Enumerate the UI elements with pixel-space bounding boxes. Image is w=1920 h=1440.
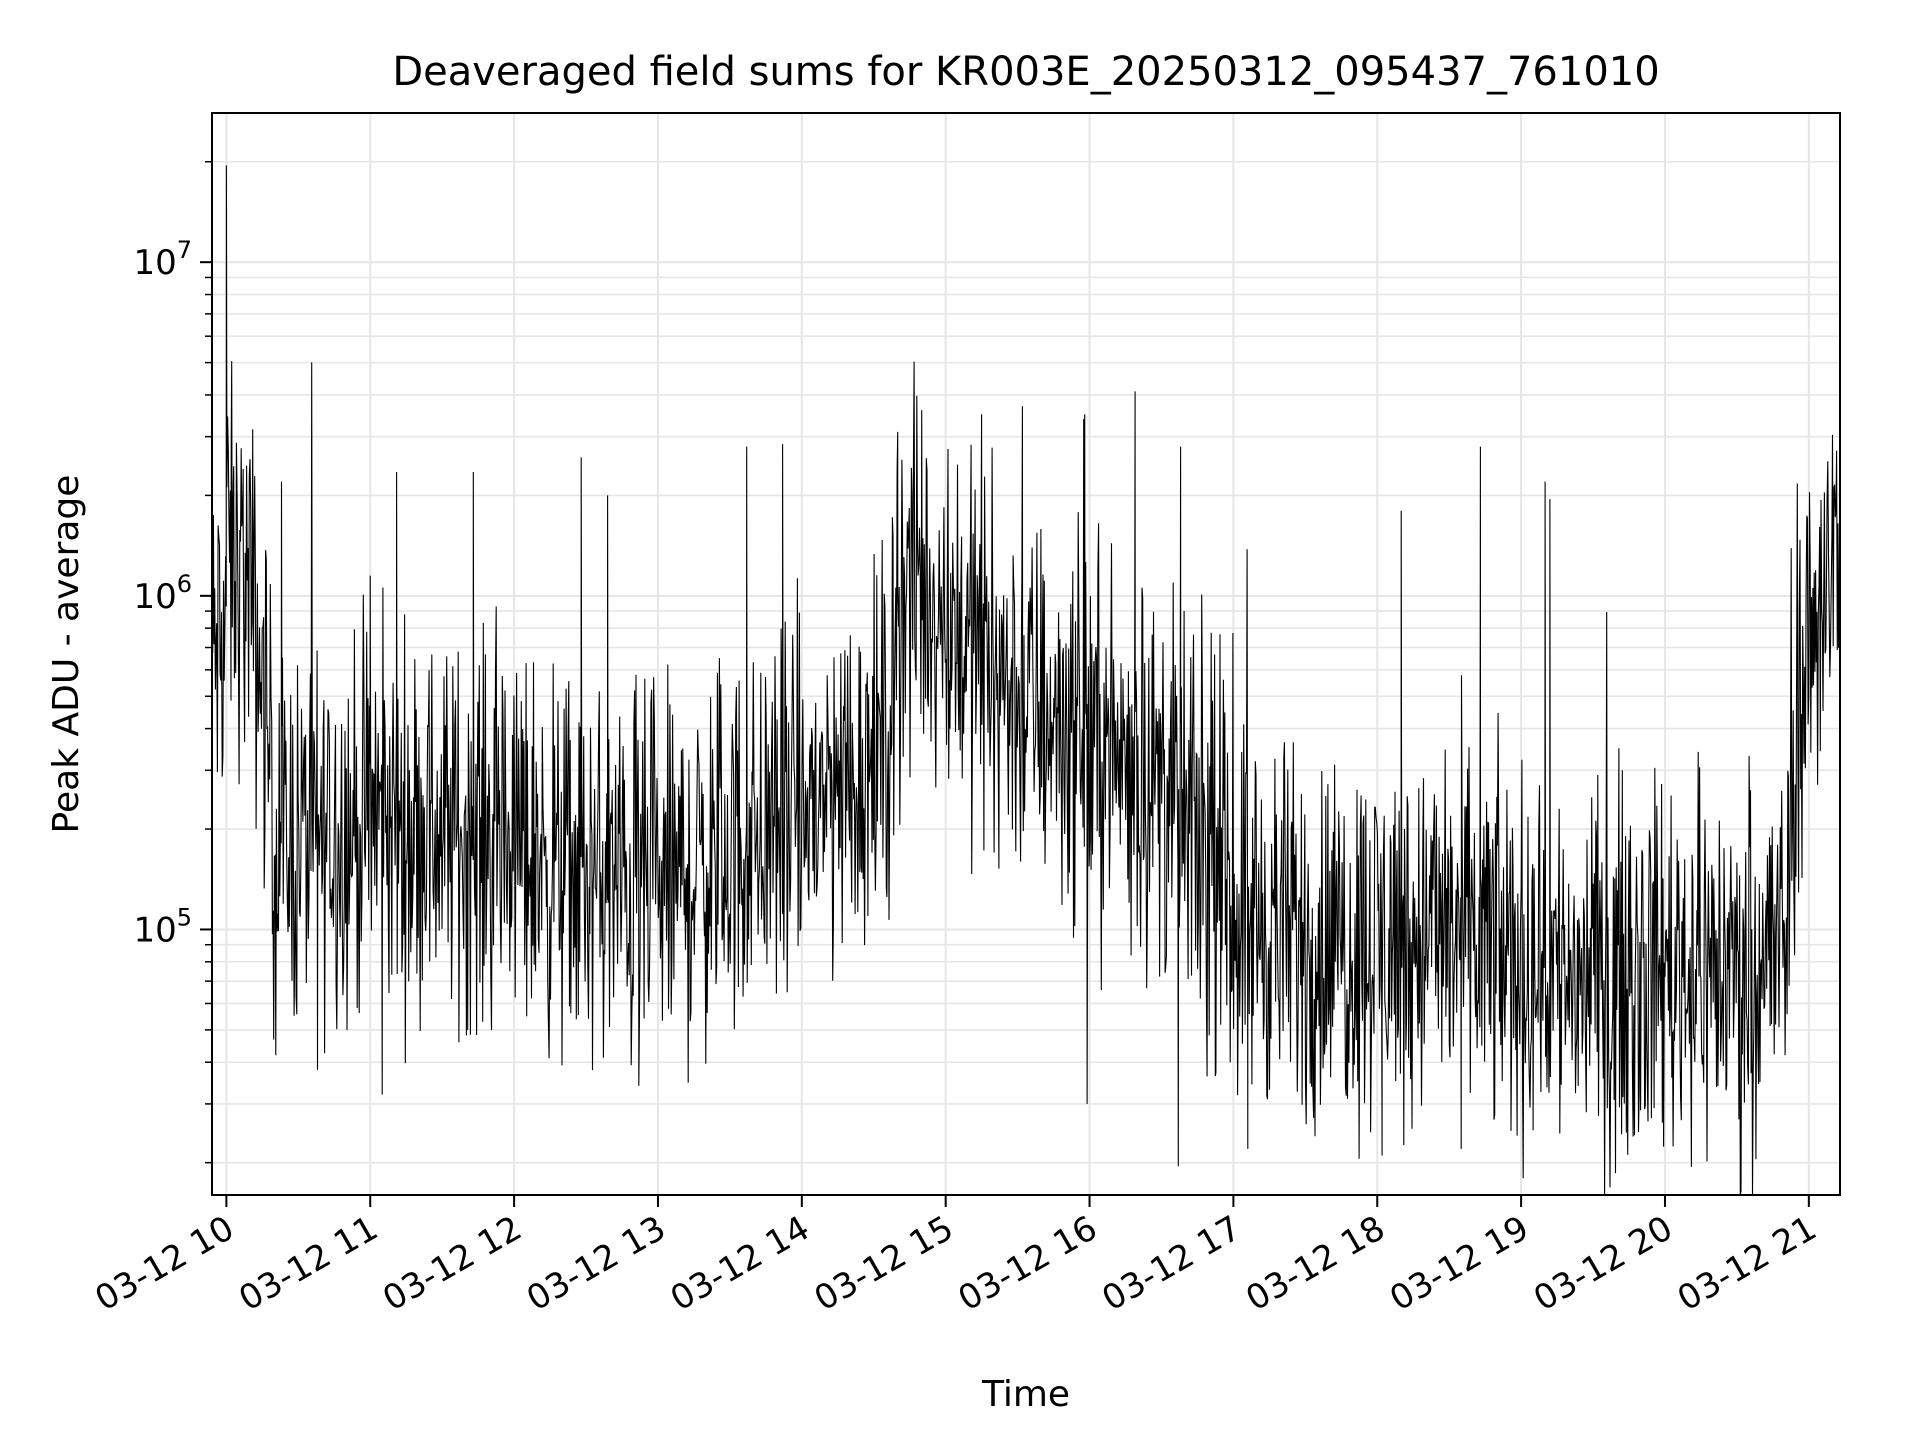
y-tick-label: 106	[133, 570, 192, 617]
y-tick-base: 10	[133, 910, 176, 950]
y-tick-exponent: 5	[177, 903, 192, 931]
y-tick-label: 105	[133, 903, 192, 950]
chart-title: Deaveraged field sums for KR003E_2025031…	[392, 49, 1659, 95]
y-tick-exponent: 6	[177, 570, 192, 598]
plot-frame	[211, 112, 1841, 1196]
y-tick-base: 10	[133, 577, 176, 617]
x-axis-label: Time	[981, 1374, 1070, 1415]
series-line	[212, 165, 1840, 1195]
y-tick-exponent: 7	[177, 236, 192, 264]
y-axis-label: Peak ADU - average	[46, 475, 87, 834]
series-layer	[212, 165, 1840, 1195]
y-tick-label: 107	[133, 236, 192, 283]
y-tick-base: 10	[133, 243, 176, 283]
